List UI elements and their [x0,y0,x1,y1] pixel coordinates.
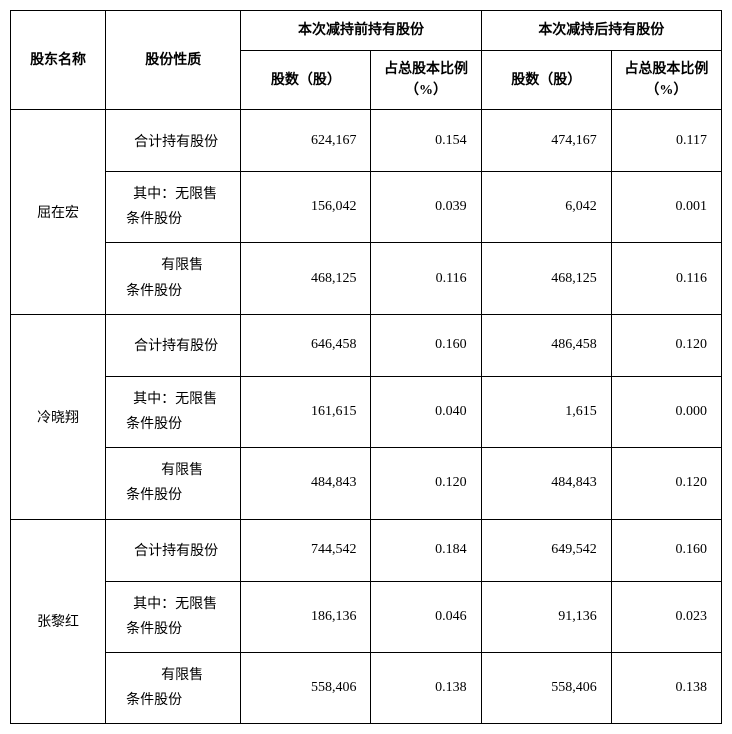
cell-value: 486,458 [481,314,611,376]
col-header-after-group: 本次减持后持有股份 [481,11,721,51]
nature-unrestricted: 其中：无限售条件股份 [106,376,241,447]
shareholder-name: 冷晓翔 [11,314,106,519]
table-row: 其中：无限售条件股份156,0420.0396,0420.001 [11,172,722,243]
table-row: 有限售条件股份468,1250.116468,1250.116 [11,243,722,314]
col-header-before-percent: 占总股本比例（%） [371,51,481,110]
nature-restricted: 有限售条件股份 [106,448,241,519]
col-header-shareholder: 股东名称 [11,11,106,110]
table-row: 其中：无限售条件股份186,1360.04691,1360.023 [11,581,722,652]
table-row: 屈在宏合计持有股份624,1670.154474,1670.117 [11,110,722,172]
cell-value: 0.160 [611,519,721,581]
cell-value: 484,843 [481,448,611,519]
cell-value: 468,125 [481,243,611,314]
cell-value: 0.040 [371,376,481,447]
cell-value: 91,136 [481,581,611,652]
cell-value: 646,458 [241,314,371,376]
cell-value: 0.023 [611,581,721,652]
nature-restricted: 有限售条件股份 [106,243,241,314]
cell-value: 0.117 [611,110,721,172]
col-header-before-group: 本次减持前持有股份 [241,11,481,51]
shareholder-name: 张黎红 [11,519,106,724]
cell-value: 0.039 [371,172,481,243]
table-row: 冷晓翔合计持有股份646,4580.160486,4580.120 [11,314,722,376]
cell-value: 558,406 [241,652,371,723]
table-row: 张黎红合计持有股份744,5420.184649,5420.160 [11,519,722,581]
cell-value: 744,542 [241,519,371,581]
nature-total: 合计持有股份 [106,519,241,581]
cell-value: 0.046 [371,581,481,652]
cell-value: 484,843 [241,448,371,519]
cell-value: 468,125 [241,243,371,314]
cell-value: 0.116 [371,243,481,314]
cell-value: 0.120 [611,448,721,519]
cell-value: 624,167 [241,110,371,172]
col-header-after-shares: 股数（股） [481,51,611,110]
cell-value: 0.138 [611,652,721,723]
cell-value: 6,042 [481,172,611,243]
shareholding-table: 股东名称 股份性质 本次减持前持有股份 本次减持后持有股份 股数（股） 占总股本… [10,10,722,724]
cell-value: 0.184 [371,519,481,581]
cell-value: 0.116 [611,243,721,314]
table-row: 有限售条件股份484,8430.120484,8430.120 [11,448,722,519]
nature-restricted: 有限售条件股份 [106,652,241,723]
cell-value: 0.120 [611,314,721,376]
cell-value: 161,615 [241,376,371,447]
table-body: 屈在宏合计持有股份624,1670.154474,1670.117 其中：无限售… [11,110,722,724]
shareholder-name: 屈在宏 [11,110,106,315]
cell-value: 0.138 [371,652,481,723]
table-row: 其中：无限售条件股份161,6150.0401,6150.000 [11,376,722,447]
nature-total: 合计持有股份 [106,110,241,172]
col-header-before-shares: 股数（股） [241,51,371,110]
cell-value: 0.154 [371,110,481,172]
nature-unrestricted: 其中：无限售条件股份 [106,172,241,243]
cell-value: 0.160 [371,314,481,376]
cell-value: 0.001 [611,172,721,243]
cell-value: 0.120 [371,448,481,519]
nature-unrestricted: 其中：无限售条件股份 [106,581,241,652]
cell-value: 0.000 [611,376,721,447]
cell-value: 156,042 [241,172,371,243]
table-row: 有限售条件股份558,4060.138558,4060.138 [11,652,722,723]
col-header-nature: 股份性质 [106,11,241,110]
table-header-row-1: 股东名称 股份性质 本次减持前持有股份 本次减持后持有股份 [11,11,722,51]
cell-value: 186,136 [241,581,371,652]
cell-value: 474,167 [481,110,611,172]
cell-value: 558,406 [481,652,611,723]
col-header-after-percent: 占总股本比例（%） [611,51,721,110]
nature-total: 合计持有股份 [106,314,241,376]
cell-value: 649,542 [481,519,611,581]
cell-value: 1,615 [481,376,611,447]
